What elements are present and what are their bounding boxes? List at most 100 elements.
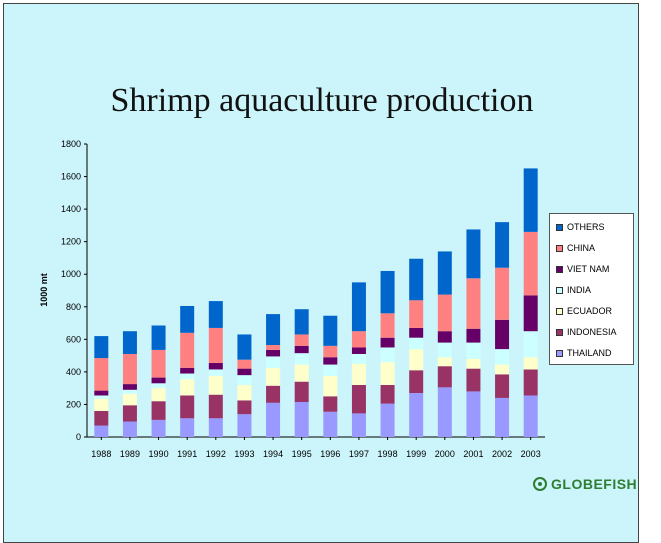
x-tick-label-2003: 2003 [521, 449, 541, 459]
x-tick-label-1989: 1989 [120, 449, 140, 459]
bar-segment-thailand-1994 [266, 402, 281, 437]
bar-segment-viet-nam-1989 [122, 384, 137, 390]
legend-item-indonesia: INDONESIA [556, 326, 617, 338]
x-tick-label-1994: 1994 [263, 449, 283, 459]
bar-segment-ecuador-1991 [180, 379, 195, 396]
bar-segment-india-2002 [495, 349, 510, 365]
bar-segment-indonesia-1997 [351, 384, 366, 414]
legend-swatch [556, 307, 563, 315]
bar-segment-indonesia-1989 [122, 405, 137, 422]
bar-segment-indonesia-1995 [294, 381, 309, 403]
legend-item-china: CHINA [556, 242, 595, 254]
legend-label: INDIA [567, 285, 592, 295]
legend-label: THAILAND [567, 348, 612, 358]
bar-segment-others-1997 [351, 282, 366, 332]
legend-item-viet-nam: VIET NAM [556, 263, 609, 275]
stacked-bar-chart: 0 200 400 600 800 1000 1200 1400 1600 1800 1988 198… [39, 139, 545, 459]
legend-item-others: OTHERS [556, 221, 605, 233]
y-tick-label: 1600 [61, 172, 81, 182]
y-tick-label: 800 [66, 302, 81, 312]
legend-item-thailand: THAILAND [556, 347, 612, 359]
y-tick-label: 1200 [61, 237, 81, 247]
bar-segment-indonesia-1996 [323, 396, 338, 412]
bar-segment-india-1998 [380, 347, 395, 363]
bar-segment-thailand-2001 [466, 391, 481, 437]
bar-segment-china-1999 [409, 300, 424, 328]
bar-segment-indonesia-1991 [180, 395, 195, 419]
bar-segment-china-2001 [466, 278, 481, 329]
bar-segment-viet-nam-1996 [323, 357, 338, 365]
x-tick-label-1990: 1990 [149, 449, 169, 459]
chart-legend: OTHERS CHINA VIET NAM INDIA ECUADOR INDONESIA… [549, 213, 634, 365]
legend-label: CHINA [567, 243, 596, 253]
bar-segment-others-2002 [495, 222, 510, 268]
x-tick-label-1996: 1996 [320, 449, 340, 459]
bar-segment-others-1992 [208, 301, 223, 328]
globe-icon [533, 477, 547, 491]
bar-segment-ecuador-2000 [437, 357, 452, 367]
logo-text: GLOBEFISH [551, 476, 638, 492]
bar-segment-indonesia-2000 [437, 366, 452, 388]
chart-tick-labels: 0 200 400 600 800 1000 1200 1400 1600 1800 1988 198… [61, 139, 541, 459]
x-tick-label-1988: 1988 [91, 449, 111, 459]
bar-segment-others-1999 [409, 258, 424, 301]
bar-segment-thailand-2000 [437, 387, 452, 437]
bar-segment-india-2001 [466, 342, 481, 359]
bar-segment-indonesia-1999 [409, 370, 424, 394]
bar-segment-ecuador-1997 [351, 363, 366, 385]
bar-segment-others-1991 [180, 305, 195, 333]
bar-segment-thailand-1990 [151, 419, 166, 437]
bar-segment-india-1993 [237, 375, 252, 385]
bar-segment-viet-nam-1997 [351, 347, 366, 354]
y-tick-label: 200 [66, 399, 81, 409]
bar-segment-ecuador-1989 [122, 393, 137, 406]
bar-segment-ecuador-1999 [409, 349, 424, 371]
bar-segment-india-1995 [294, 353, 309, 365]
bar-segment-thailand-1988 [94, 425, 109, 437]
bar-segment-viet-nam-2002 [495, 319, 510, 350]
y-tick-label: 0 [76, 432, 81, 442]
bar-segment-china-2000 [437, 294, 452, 332]
bar-segment-others-1990 [151, 325, 166, 350]
bar-segment-ecuador-1996 [323, 375, 338, 397]
legend-label: ECUADOR [567, 306, 613, 316]
bar-segment-china-1994 [266, 345, 281, 350]
bar-segment-china-1998 [380, 313, 395, 338]
bar-segment-china-1996 [323, 345, 338, 358]
x-tick-label-1993: 1993 [234, 449, 254, 459]
legend-label: OTHERS [567, 222, 605, 232]
x-tick-label-1991: 1991 [177, 449, 197, 459]
bar-segment-others-1995 [294, 309, 309, 335]
legend-swatch [556, 244, 563, 252]
y-tick-label: 1800 [61, 139, 81, 149]
bar-segment-others-1989 [122, 331, 137, 354]
bar-segment-indonesia-1992 [208, 394, 223, 419]
legend-item-ecuador: ECUADOR [556, 305, 612, 317]
bar-segment-viet-nam-1988 [94, 390, 109, 396]
legend-swatch [556, 223, 563, 231]
bar-segment-thailand-1992 [208, 418, 223, 437]
y-tick-label: 1400 [61, 204, 81, 214]
bar-segment-indonesia-2002 [495, 374, 510, 398]
bar-segment-china-1993 [237, 359, 252, 369]
bar-segment-china-2003 [523, 231, 538, 296]
legend-swatch [556, 349, 563, 357]
bar-segment-viet-nam-2003 [523, 295, 538, 332]
bar-segment-others-2003 [523, 168, 538, 232]
bar-segment-india-1990 [151, 383, 166, 389]
bar-segment-thailand-2002 [495, 397, 510, 437]
bar-segment-indonesia-1994 [266, 385, 281, 403]
bar-segment-india-1994 [266, 356, 281, 368]
bar-segment-viet-nam-2001 [466, 328, 481, 343]
bar-segment-thailand-1997 [351, 413, 366, 437]
bar-segment-others-1998 [380, 270, 395, 314]
bar-segment-viet-nam-1994 [266, 349, 281, 357]
x-tick-label-2002: 2002 [492, 449, 512, 459]
bar-segment-ecuador-1998 [380, 362, 395, 385]
legend-swatch [556, 265, 563, 273]
bar-segment-indonesia-1990 [151, 401, 166, 420]
bar-segment-ecuador-2003 [523, 357, 538, 370]
bar-segment-thailand-1995 [294, 402, 309, 437]
globefish-logo: GLOBEFISH [533, 476, 637, 492]
legend-swatch [556, 286, 563, 294]
